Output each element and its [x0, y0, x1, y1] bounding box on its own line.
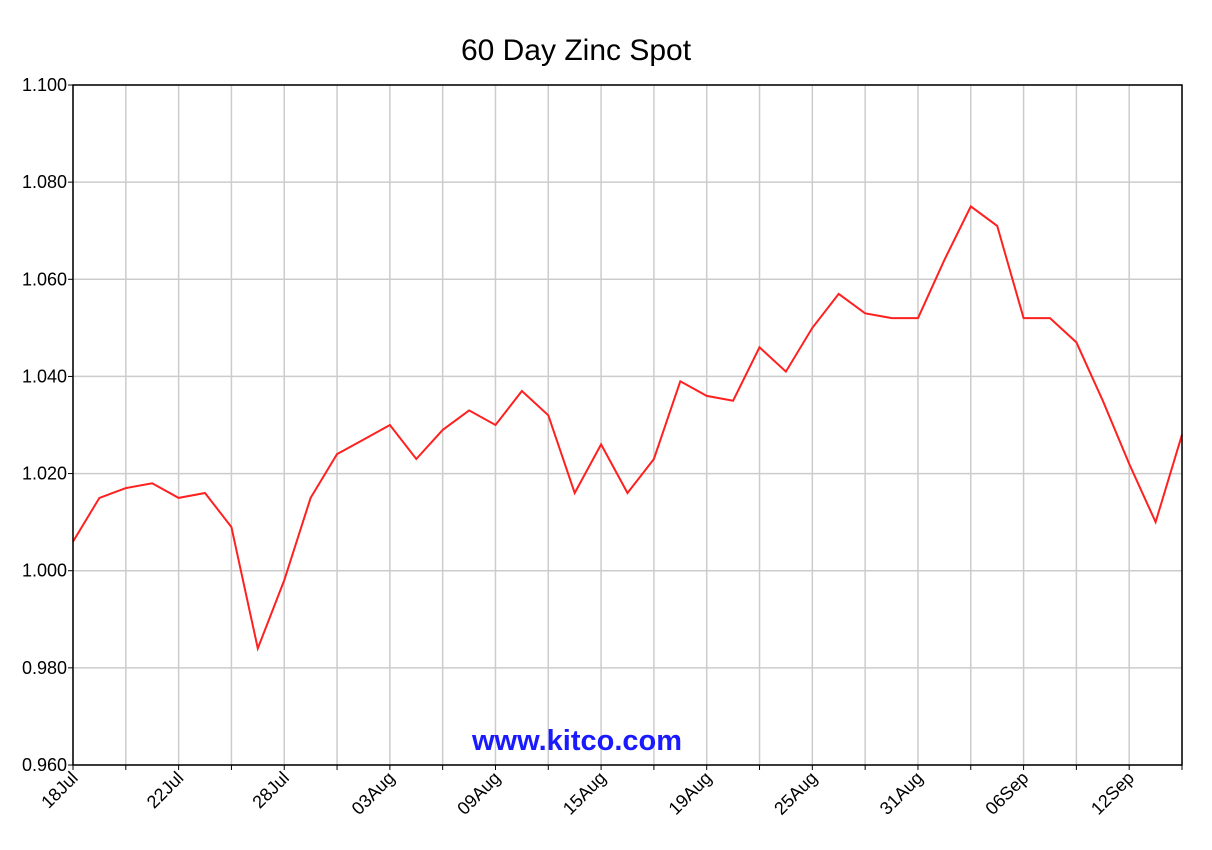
- chart-title: 60 Day Zinc Spot: [461, 34, 692, 67]
- x-tick-label: 28Jul: [248, 768, 293, 813]
- y-tick-label: 1.080: [22, 172, 67, 192]
- x-tick-label: 09Aug: [453, 768, 504, 819]
- series-line: [72, 204, 1183, 652]
- y-tick-label: 0.980: [22, 658, 67, 678]
- x-tick-label: 22Jul: [143, 768, 188, 813]
- x-tick-label: 25Aug: [770, 768, 821, 819]
- y-tick-label: 1.100: [22, 75, 67, 95]
- y-tick-label: 1.000: [22, 561, 67, 581]
- watermark: www.kitco.com: [471, 725, 682, 757]
- y-tick-label: 1.060: [22, 269, 67, 289]
- x-tick-label: 15Aug: [559, 768, 610, 819]
- x-tick-label: 12Sep: [1087, 768, 1138, 819]
- x-tick-label: 31Aug: [876, 768, 927, 819]
- y-tick-label: 1.020: [22, 464, 67, 484]
- x-tick-label: 06Sep: [981, 768, 1032, 819]
- x-tick-label: 03Aug: [348, 768, 399, 819]
- plot-frame: [72, 84, 1183, 766]
- x-tick-label: 19Aug: [665, 768, 716, 819]
- y-tick-label: 0.960: [22, 755, 67, 775]
- y-tick-label: 1.040: [22, 366, 67, 386]
